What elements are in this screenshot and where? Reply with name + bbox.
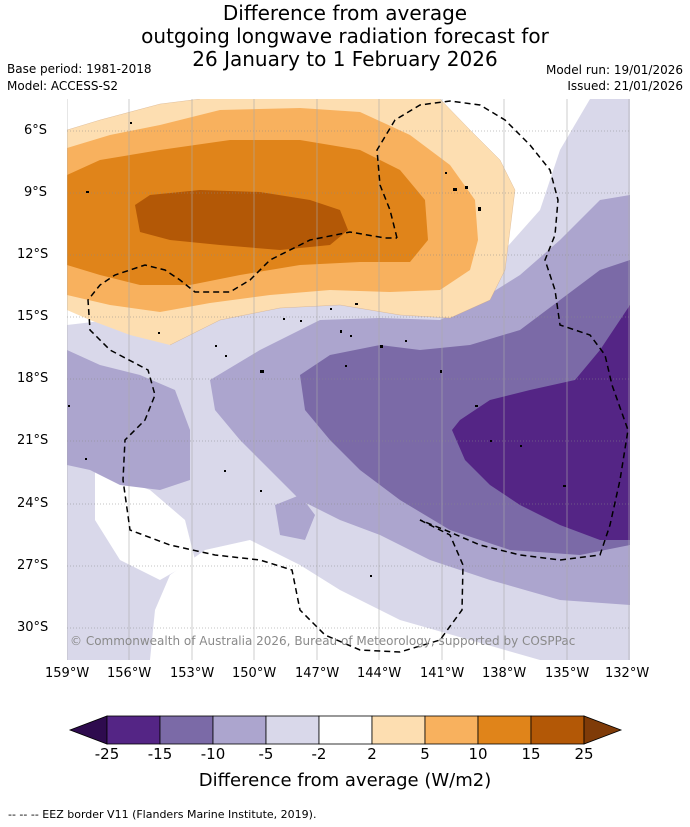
lat-label: 30°S bbox=[17, 620, 49, 635]
lon-label: 159°W bbox=[45, 666, 90, 681]
title-line-3: 26 January to 1 February 2026 bbox=[192, 47, 498, 71]
colorbar-title: Difference from average (W/m2) bbox=[198, 770, 492, 791]
graticule bbox=[67, 130, 630, 629]
lat-label: 24°S bbox=[17, 496, 49, 511]
colorbar-label: -15 bbox=[147, 745, 173, 763]
issued-date: Issued: 21/01/2026 bbox=[567, 79, 683, 93]
lon-label: 144°W bbox=[357, 666, 402, 681]
lat-label: 27°S bbox=[17, 558, 49, 573]
colorbar-label: 25 bbox=[574, 745, 594, 763]
lon-label: 153°W bbox=[170, 666, 215, 681]
colorbar-label: -2 bbox=[311, 745, 327, 763]
model-run: Model run: 19/01/2026 bbox=[545, 63, 683, 77]
colorbar-label: 15 bbox=[521, 745, 541, 763]
lat-label: 12°S bbox=[17, 247, 49, 262]
lat-label: 6°S bbox=[24, 123, 48, 138]
title-line-2: outgoing longwave radiation forecast for bbox=[141, 24, 549, 48]
lat-label: 9°S bbox=[24, 185, 48, 200]
lon-label: 141°W bbox=[420, 666, 465, 681]
lat-label: 15°S bbox=[17, 309, 49, 324]
colorbar-extend-max bbox=[583, 715, 623, 745]
lat-label: 18°S bbox=[17, 371, 49, 386]
colorbar-extend-min bbox=[68, 715, 108, 745]
contour-neg5 bbox=[67, 350, 190, 490]
anomaly-field bbox=[67, 99, 630, 660]
islands bbox=[68, 122, 566, 577]
eez-border bbox=[87, 100, 629, 653]
colorbar-label: 10 bbox=[468, 745, 488, 763]
lon-label: 132°W bbox=[605, 666, 650, 681]
title-line-1: Difference from average bbox=[222, 1, 468, 25]
copyright-notice: © Commonwealth of Australia 2026, Bureau… bbox=[70, 634, 576, 648]
colorbar bbox=[68, 715, 623, 745]
colorbar-label: 2 bbox=[367, 745, 377, 763]
lon-label: 138°W bbox=[482, 666, 527, 681]
base-period: Base period: 1981-2018 bbox=[7, 62, 152, 76]
lon-label: 135°W bbox=[545, 666, 590, 681]
contour-neg15 bbox=[452, 305, 630, 540]
colorbar-label: 5 bbox=[420, 745, 430, 763]
eez-legend-note: -- -- -- EEZ border V11 (Flanders Marine… bbox=[8, 808, 317, 821]
colorbar-label: -10 bbox=[200, 745, 226, 763]
lat-label: 21°S bbox=[17, 433, 49, 448]
colorbar-label: -5 bbox=[258, 745, 274, 763]
lon-label: 156°W bbox=[107, 666, 152, 681]
model-name: Model: ACCESS-S2 bbox=[7, 79, 119, 93]
colorbar-label: -25 bbox=[94, 745, 120, 763]
meridians bbox=[67, 99, 630, 660]
contour-pos15 bbox=[135, 190, 348, 250]
lon-label: 150°W bbox=[232, 666, 277, 681]
lon-label: 147°W bbox=[295, 666, 340, 681]
